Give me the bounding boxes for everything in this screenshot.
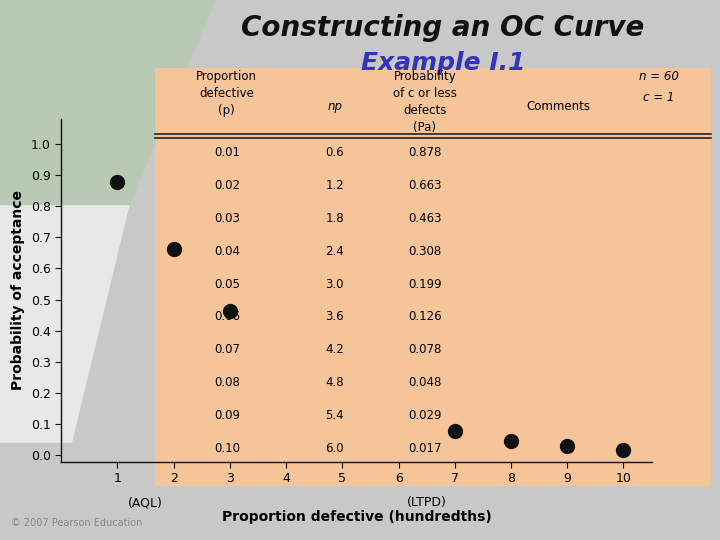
Text: 0.078: 0.078 <box>408 343 441 356</box>
Polygon shape <box>0 0 216 205</box>
Text: Example I.1: Example I.1 <box>361 51 525 75</box>
Text: np: np <box>328 100 342 113</box>
Text: 0.663: 0.663 <box>408 179 441 192</box>
Text: 0.10: 0.10 <box>214 442 240 455</box>
Text: n = 60: n = 60 <box>639 70 679 83</box>
Polygon shape <box>0 205 130 443</box>
Text: 0.878: 0.878 <box>408 146 441 159</box>
Text: 1.8: 1.8 <box>325 212 344 225</box>
Text: Constructing an OC Curve: Constructing an OC Curve <box>241 14 644 42</box>
Point <box>168 245 179 253</box>
Text: 6.0: 6.0 <box>325 442 344 455</box>
Text: 4.8: 4.8 <box>325 376 344 389</box>
Point <box>505 436 517 445</box>
Text: 0.08: 0.08 <box>214 376 240 389</box>
Point <box>224 307 235 315</box>
Text: 0.04: 0.04 <box>214 245 240 258</box>
Text: 0.02: 0.02 <box>214 179 240 192</box>
Text: 0.06: 0.06 <box>214 310 240 323</box>
Point <box>562 442 573 451</box>
Text: 3.6: 3.6 <box>325 310 344 323</box>
Text: Comments: Comments <box>526 100 590 113</box>
FancyBboxPatch shape <box>155 68 711 486</box>
Text: Proportion
defective
(p): Proportion defective (p) <box>197 70 257 117</box>
Point <box>618 446 629 455</box>
Text: 0.463: 0.463 <box>408 212 441 225</box>
Text: 0.01: 0.01 <box>214 146 240 159</box>
Text: 0.09: 0.09 <box>214 409 240 422</box>
Text: 2.4: 2.4 <box>325 245 344 258</box>
Text: 0.05: 0.05 <box>214 278 240 291</box>
Text: Probability
of c or less
defects
(Pa): Probability of c or less defects (Pa) <box>393 70 456 134</box>
Text: 0.048: 0.048 <box>408 376 441 389</box>
Text: 0.029: 0.029 <box>408 409 441 422</box>
X-axis label: Proportion defective (hundredths): Proportion defective (hundredths) <box>222 510 491 524</box>
Text: 5.4: 5.4 <box>325 409 344 422</box>
Point <box>112 178 123 186</box>
Text: 0.017: 0.017 <box>408 442 441 455</box>
Text: 0.126: 0.126 <box>408 310 441 323</box>
Text: (LTPD): (LTPD) <box>407 496 446 509</box>
Text: 0.07: 0.07 <box>214 343 240 356</box>
Text: 0.03: 0.03 <box>214 212 240 225</box>
Text: (AQL): (AQL) <box>128 496 163 509</box>
Text: 0.199: 0.199 <box>408 278 441 291</box>
Text: 4.2: 4.2 <box>325 343 344 356</box>
Text: 0.308: 0.308 <box>408 245 441 258</box>
Text: 3.0: 3.0 <box>325 278 344 291</box>
Text: c = 1: c = 1 <box>643 91 675 104</box>
Text: © 2007 Pearson Education: © 2007 Pearson Education <box>11 518 142 528</box>
Point <box>449 427 461 435</box>
Text: 1.2: 1.2 <box>325 179 344 192</box>
Text: 0.6: 0.6 <box>325 146 344 159</box>
Y-axis label: Probability of acceptance: Probability of acceptance <box>12 190 25 390</box>
